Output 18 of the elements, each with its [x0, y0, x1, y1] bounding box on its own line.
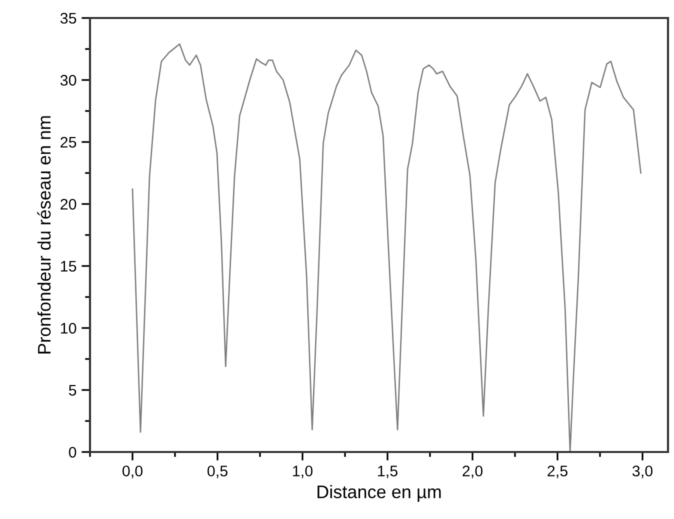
y-tick-label: 5 — [68, 385, 76, 396]
x-tick-label: 0,0 — [122, 466, 143, 478]
x-tick-label: 2,0 — [462, 466, 483, 478]
y-tick-label: 30 — [60, 74, 76, 86]
y-tick-label: 35 — [60, 12, 76, 24]
line-series — [132, 43, 642, 452]
y-tick-label: 20 — [60, 198, 76, 210]
x-tick-label: 3,0 — [632, 466, 653, 478]
y-tick-label: 0 — [68, 446, 76, 458]
x-tick-label: 1,5 — [378, 466, 398, 478]
x-tick-label: 2,5 — [548, 466, 568, 478]
y-axis-title: Pronfondeur du réseau en nm — [37, 116, 51, 354]
y-tick-label: 25 — [60, 136, 76, 148]
x-tick-label: 0,5 — [207, 466, 228, 478]
y-tick-label: 10 — [60, 322, 76, 334]
x-tick-label: 1,0 — [293, 466, 313, 478]
y-tick-label: 15 — [60, 261, 76, 272]
x-axis-title: Distance en µm — [318, 484, 441, 502]
